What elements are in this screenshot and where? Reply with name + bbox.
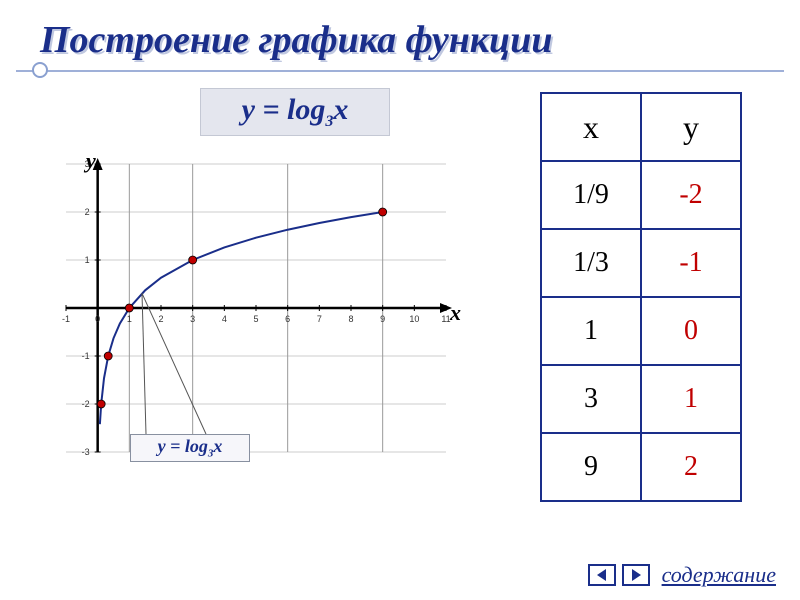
formula-box: y = log3x (200, 88, 390, 136)
svg-text:7: 7 (317, 314, 322, 324)
table-row: 1/9 -2 (541, 161, 741, 229)
cell-y: 1 (641, 365, 741, 433)
svg-text:-1: -1 (62, 314, 70, 324)
svg-text:-2: -2 (82, 399, 90, 409)
cell-x: 1 (541, 297, 641, 365)
svg-text:1: 1 (127, 314, 132, 324)
col-header-y: y (641, 93, 741, 161)
table-row: 3 1 (541, 365, 741, 433)
cell-y: -2 (641, 161, 741, 229)
table-header-row: x y (541, 93, 741, 161)
title-bullet (32, 62, 48, 78)
formula-text: y = log3x (242, 93, 349, 131)
cell-y: 2 (641, 433, 741, 501)
chart-svg: -101234567891011-3-2-1123 (26, 150, 466, 480)
x-axis-label: x (450, 300, 461, 326)
table-row: 9 2 (541, 433, 741, 501)
chart: -101234567891011-3-2-1123 y x (26, 150, 466, 480)
values-table: x y 1/9 -2 1/3 -1 1 0 3 1 9 2 (540, 92, 742, 502)
prev-button[interactable] (588, 564, 616, 586)
table-row: 1/3 -1 (541, 229, 741, 297)
svg-text:10: 10 (409, 314, 419, 324)
svg-text:-3: -3 (82, 447, 90, 457)
cell-x: 1/9 (541, 161, 641, 229)
callout-text: y = log3x (158, 436, 223, 460)
cell-x: 9 (541, 433, 641, 501)
col-header-x: x (541, 93, 641, 161)
page-title: Построение графика функции (40, 18, 552, 62)
svg-text:1: 1 (85, 255, 90, 265)
cell-x: 3 (541, 365, 641, 433)
toc-link[interactable]: содержание (662, 562, 776, 588)
cell-y: -1 (641, 229, 741, 297)
svg-text:4: 4 (222, 314, 227, 324)
svg-text:-1: -1 (82, 351, 90, 361)
svg-text:8: 8 (348, 314, 353, 324)
svg-text:3: 3 (190, 314, 195, 324)
curve-callout: y = log3x (130, 434, 250, 462)
y-axis-label: y (86, 148, 96, 174)
next-button[interactable] (622, 564, 650, 586)
svg-text:2: 2 (158, 314, 163, 324)
svg-text:6: 6 (285, 314, 290, 324)
nav-bar: содержание (588, 562, 776, 588)
svg-text:2: 2 (85, 207, 90, 217)
svg-text:5: 5 (253, 314, 258, 324)
triangle-left-icon (595, 568, 609, 582)
title-underline (16, 70, 784, 72)
svg-text:0: 0 (95, 314, 100, 324)
svg-text:9: 9 (380, 314, 385, 324)
cell-x: 1/3 (541, 229, 641, 297)
triangle-right-icon (629, 568, 643, 582)
table-row: 1 0 (541, 297, 741, 365)
cell-y: 0 (641, 297, 741, 365)
